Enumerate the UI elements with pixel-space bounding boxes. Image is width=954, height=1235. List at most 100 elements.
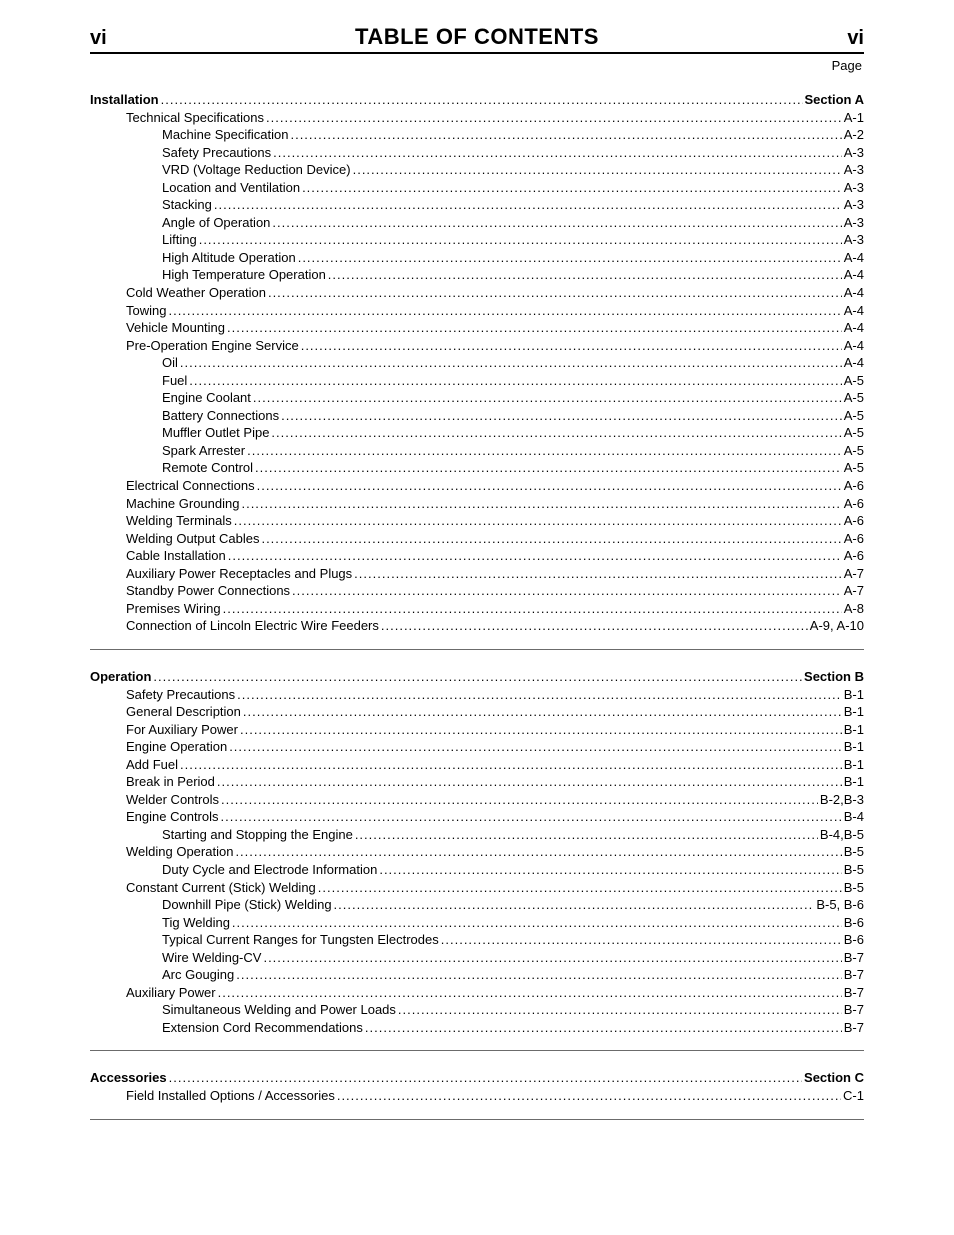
toc-entry-page: A-3 bbox=[844, 196, 864, 214]
toc-leader bbox=[161, 91, 803, 109]
toc-leader bbox=[292, 582, 842, 600]
toc-entry: Safety PrecautionsB-1 bbox=[90, 686, 864, 704]
toc-entry-page: B-7 bbox=[844, 1019, 864, 1037]
toc-entry: Auxiliary Power Receptacles and PlugsA-7 bbox=[90, 565, 864, 583]
toc-entry-page: B-1 bbox=[844, 756, 864, 774]
toc-entry-label: Connection of Lincoln Electric Wire Feed… bbox=[126, 617, 379, 635]
toc-entry: Spark Arrester A-5 bbox=[90, 442, 864, 460]
toc-leader bbox=[180, 756, 842, 774]
toc-leader bbox=[237, 686, 842, 704]
toc-leader bbox=[298, 249, 842, 267]
toc-entry: VRD (Voltage Reduction Device) A-3 bbox=[90, 161, 864, 179]
toc-entry: Duty Cycle and Electrode InformationB-5 bbox=[90, 861, 864, 879]
toc-entry-label: Downhill Pipe (Stick) Welding bbox=[162, 896, 332, 914]
toc-entry: Battery ConnectionsA-5 bbox=[90, 407, 864, 425]
toc-entry: High Temperature OperationA-4 bbox=[90, 266, 864, 284]
toc-entry-label: Engine Coolant bbox=[162, 389, 251, 407]
toc-section: OperationSection BSafety PrecautionsB-1G… bbox=[90, 668, 864, 1051]
toc-leader bbox=[272, 214, 841, 232]
toc-entry-page: B-1 bbox=[844, 773, 864, 791]
toc-leader bbox=[337, 1087, 841, 1105]
toc-leader bbox=[214, 196, 842, 214]
toc-entry-page: B-1 bbox=[844, 738, 864, 756]
toc-entry: FuelA-5 bbox=[90, 372, 864, 390]
toc-entry-label: Auxiliary Power Receptacles and Plugs bbox=[126, 565, 352, 583]
toc-entry-page: B-7 bbox=[844, 949, 864, 967]
toc-entry-label: Constant Current (Stick) Welding bbox=[126, 879, 316, 897]
toc-entry-label: Operation bbox=[90, 668, 151, 686]
toc-entry: Simultaneous Welding and Power Loads B-7 bbox=[90, 1001, 864, 1019]
toc-entry-label: Spark Arrester bbox=[162, 442, 245, 460]
toc-entry-label: Installation bbox=[90, 91, 159, 109]
page-column-label: Page bbox=[90, 58, 862, 73]
toc-entry-label: Lifting bbox=[162, 231, 197, 249]
table-of-contents: InstallationSection ATechnical Specifica… bbox=[90, 91, 864, 1120]
toc-entry-label: General Description bbox=[126, 703, 241, 721]
toc-entry: Connection of Lincoln Electric Wire Feed… bbox=[90, 617, 864, 635]
toc-entry-page: A-3 bbox=[844, 144, 864, 162]
toc-entry: Safety Precautions A-3 bbox=[90, 144, 864, 162]
toc-leader bbox=[236, 966, 842, 984]
toc-entry-label: Technical Specifications bbox=[126, 109, 264, 127]
toc-leader bbox=[355, 826, 818, 844]
page-title: TABLE OF CONTENTS bbox=[355, 24, 599, 50]
toc-entry: Add Fuel B-1 bbox=[90, 756, 864, 774]
toc-entry-label: Machine Grounding bbox=[126, 495, 239, 513]
toc-entry: Electrical ConnectionsA-6 bbox=[90, 477, 864, 495]
toc-leader bbox=[229, 738, 842, 756]
toc-entry-label: For Auxiliary Power bbox=[126, 721, 238, 739]
toc-entry-label: Accessories bbox=[90, 1069, 167, 1087]
toc-entry: Tig WeldingB-6 bbox=[90, 914, 864, 932]
toc-entry: For Auxiliary Power B-1 bbox=[90, 721, 864, 739]
toc-entry: Cold Weather OperationA-4 bbox=[90, 284, 864, 302]
toc-leader bbox=[268, 284, 842, 302]
toc-entry: Remote ControlA-5 bbox=[90, 459, 864, 477]
toc-entry-page: A-8 bbox=[844, 600, 864, 618]
toc-leader bbox=[365, 1019, 842, 1037]
toc-leader bbox=[221, 808, 842, 826]
toc-entry-page: B-7 bbox=[844, 1001, 864, 1019]
toc-entry-label: Cable Installation bbox=[126, 547, 226, 565]
toc-leader bbox=[240, 721, 842, 739]
toc-entry-page: A-4 bbox=[844, 249, 864, 267]
toc-entry-label: Safety Precautions bbox=[162, 144, 271, 162]
toc-entry: Welding OperationB-5 bbox=[90, 843, 864, 861]
toc-leader bbox=[241, 495, 841, 513]
toc-leader bbox=[168, 302, 841, 320]
toc-entry: Pre-Operation Engine ServiceA-4 bbox=[90, 337, 864, 355]
toc-entry-label: Angle of Operation bbox=[162, 214, 270, 232]
toc-entry-page: B-7 bbox=[844, 966, 864, 984]
toc-entry-page: B-1 bbox=[844, 721, 864, 739]
toc-entry-page: A-3 bbox=[844, 179, 864, 197]
toc-entry-label: Starting and Stopping the Engine bbox=[162, 826, 353, 844]
toc-entry: Constant Current (Stick) Welding B-5 bbox=[90, 879, 864, 897]
toc-entry-label: Oil bbox=[162, 354, 178, 372]
toc-entry-page: C-1 bbox=[843, 1087, 864, 1105]
toc-entry-page: A-3 bbox=[844, 214, 864, 232]
toc-section-head: InstallationSection A bbox=[90, 91, 864, 109]
toc-entry-label: Vehicle Mounting bbox=[126, 319, 225, 337]
toc-entry-label: Auxiliary Power bbox=[126, 984, 216, 1002]
toc-entry-page: A-9, A-10 bbox=[810, 617, 864, 635]
toc-entry-page: A-7 bbox=[844, 582, 864, 600]
page-container: vi TABLE OF CONTENTS vi Page Installatio… bbox=[0, 0, 954, 1235]
toc-entry: Welding Output CablesA-6 bbox=[90, 530, 864, 548]
toc-entry-label: VRD (Voltage Reduction Device) bbox=[162, 161, 351, 179]
toc-entry-label: Fuel bbox=[162, 372, 187, 390]
toc-leader bbox=[235, 843, 841, 861]
toc-entry: Engine CoolantA-5 bbox=[90, 389, 864, 407]
toc-entry-page: A-4 bbox=[844, 284, 864, 302]
toc-entry-page: B-5 bbox=[844, 879, 864, 897]
toc-entry-page: A-3 bbox=[844, 161, 864, 179]
toc-leader bbox=[180, 354, 842, 372]
toc-entry-label: Simultaneous Welding and Power Loads bbox=[162, 1001, 396, 1019]
toc-entry-page: B-5 bbox=[844, 861, 864, 879]
toc-leader bbox=[227, 319, 842, 337]
toc-entry-label: Welder Controls bbox=[126, 791, 219, 809]
toc-entry: High Altitude OperationA-4 bbox=[90, 249, 864, 267]
toc-entry-page: A-5 bbox=[844, 442, 864, 460]
toc-leader bbox=[263, 949, 841, 967]
toc-leader bbox=[228, 547, 842, 565]
toc-entry-label: Add Fuel bbox=[126, 756, 178, 774]
toc-entry: Wire Welding-CVB-7 bbox=[90, 949, 864, 967]
